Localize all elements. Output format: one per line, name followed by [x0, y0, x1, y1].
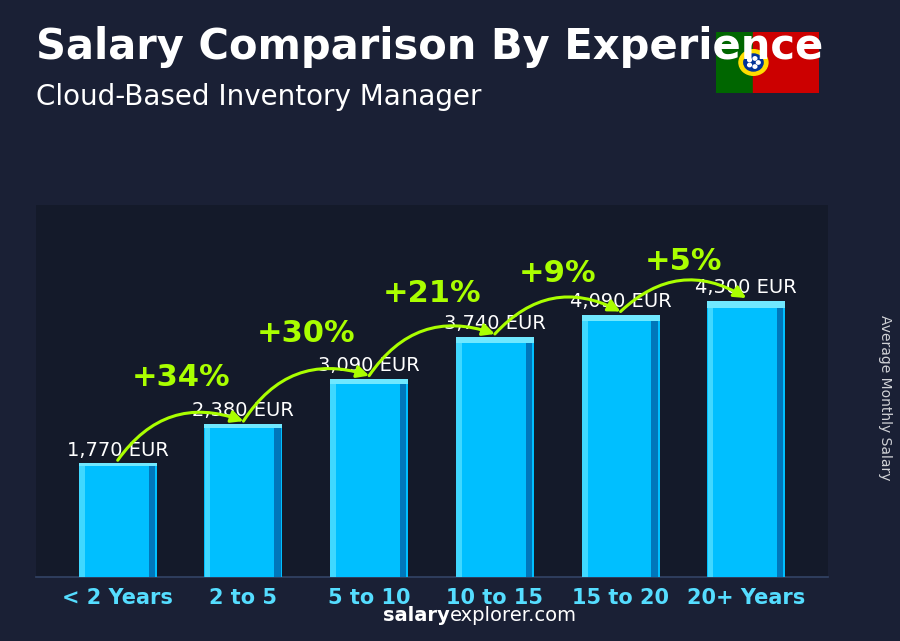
Text: Cloud-Based Inventory Manager: Cloud-Based Inventory Manager [36, 83, 482, 112]
Bar [79, 463, 85, 577]
Text: 3,740 EUR: 3,740 EUR [444, 314, 545, 333]
Text: +30%: +30% [257, 319, 356, 348]
Bar [148, 463, 155, 577]
Text: Average Monthly Salary: Average Monthly Salary [878, 315, 892, 480]
Circle shape [753, 57, 757, 60]
Text: +21%: +21% [382, 279, 482, 308]
Circle shape [743, 54, 763, 71]
Bar [274, 424, 281, 577]
Bar [707, 301, 714, 577]
Text: 3,090 EUR: 3,090 EUR [319, 356, 420, 375]
Bar [78, 463, 157, 577]
Bar [330, 379, 336, 577]
Bar [400, 379, 406, 577]
Bar [652, 315, 658, 577]
Text: +34%: +34% [131, 363, 230, 392]
Bar [777, 301, 783, 577]
Text: 4,300 EUR: 4,300 EUR [696, 278, 797, 297]
Text: 1,770 EUR: 1,770 EUR [67, 440, 168, 460]
Circle shape [756, 61, 760, 64]
Circle shape [748, 58, 752, 62]
Bar [204, 424, 283, 577]
Bar [204, 424, 283, 428]
Text: +9%: +9% [519, 259, 597, 288]
Bar [716, 32, 753, 93]
Circle shape [753, 65, 757, 68]
Bar [330, 379, 408, 384]
Bar [330, 379, 408, 577]
Bar [456, 337, 534, 343]
Bar [707, 301, 786, 577]
Text: +5%: +5% [644, 247, 722, 276]
Bar [707, 301, 786, 308]
Bar [456, 337, 462, 577]
Text: explorer.com: explorer.com [450, 606, 577, 625]
Circle shape [748, 63, 752, 67]
Bar [753, 32, 819, 93]
Bar [526, 337, 532, 577]
Bar [581, 315, 660, 321]
Text: Salary Comparison By Experience: Salary Comparison By Experience [36, 26, 824, 68]
Bar [582, 315, 588, 577]
Text: 2,380 EUR: 2,380 EUR [193, 401, 294, 420]
Bar [205, 424, 211, 577]
Bar [581, 315, 660, 577]
Text: salary: salary [383, 606, 450, 625]
Bar [78, 463, 157, 466]
Bar [456, 337, 534, 577]
Circle shape [739, 50, 768, 75]
Text: 4,090 EUR: 4,090 EUR [570, 292, 671, 311]
